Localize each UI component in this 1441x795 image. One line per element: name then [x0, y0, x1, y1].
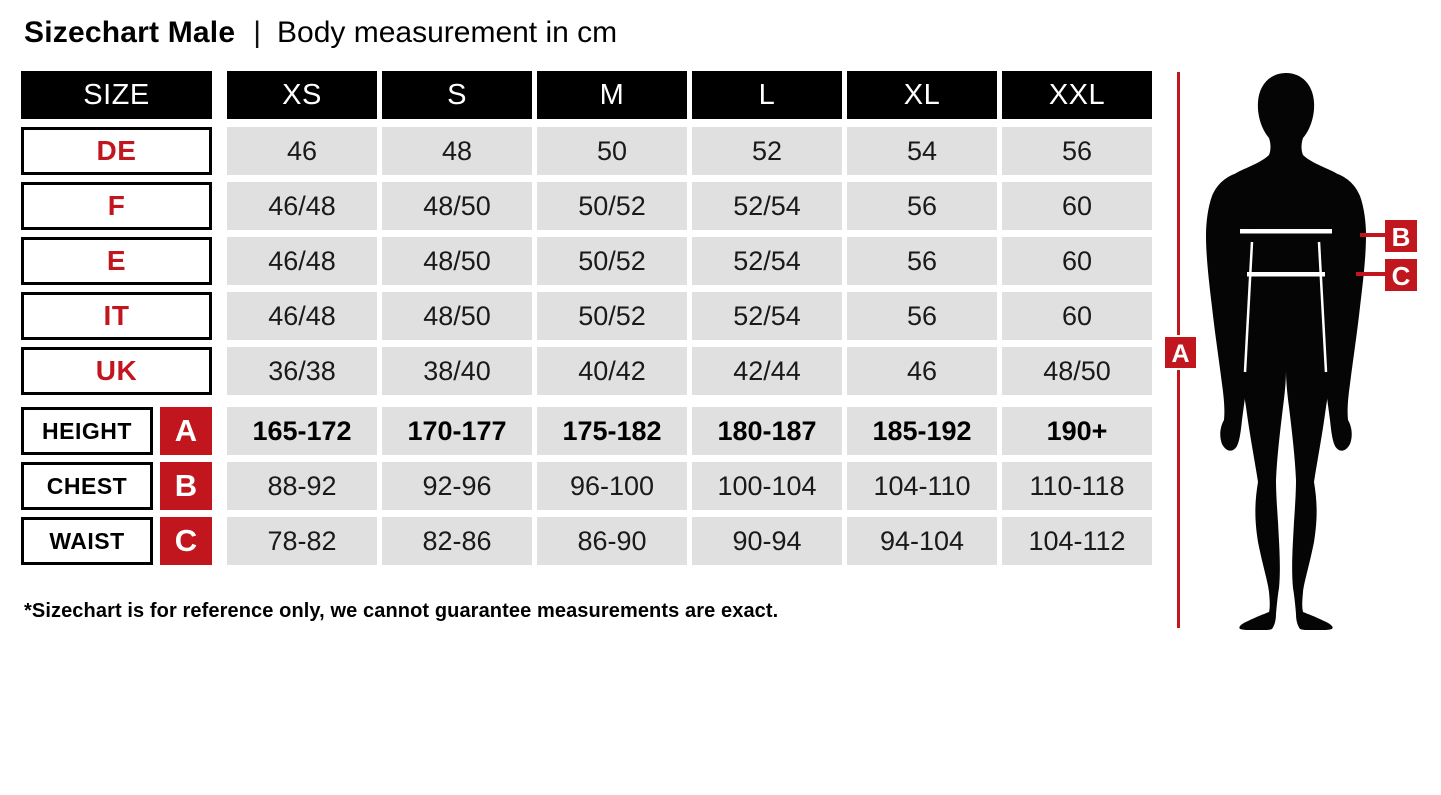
cell-it-s: 48/50 — [382, 292, 532, 340]
marker-a-figure: A — [1165, 337, 1196, 368]
cell-uk-xs: 36/38 — [227, 347, 377, 395]
page-title: Sizechart Male | Body measurement in cm — [24, 16, 617, 50]
svg-text:A: A — [1171, 340, 1189, 368]
row-label-waist: WAIST — [21, 517, 153, 565]
table-row-waist: WAIST C 78-82 82-86 86-90 90-94 94-104 1… — [21, 517, 1152, 565]
cell-e-l: 52/54 — [692, 237, 842, 285]
cell-height-l: 180-187 — [692, 407, 842, 455]
cell-waist-xxl: 104-112 — [1002, 517, 1152, 565]
svg-text:C: C — [1392, 261, 1411, 291]
male-silhouette — [1231, 73, 1341, 630]
cell-height-xs: 165-172 — [227, 407, 377, 455]
header-col-m: M — [537, 71, 687, 119]
marker-a-badge: A — [160, 407, 212, 455]
waist-line — [1247, 272, 1325, 277]
cell-it-xxl: 60 — [1002, 292, 1152, 340]
cell-uk-m: 40/42 — [537, 347, 687, 395]
table-row-chest: CHEST B 88-92 92-96 96-100 100-104 104-1… — [21, 462, 1152, 510]
male-silhouette-figure: A B C — [1165, 72, 1417, 630]
marker-b-figure: B — [1360, 220, 1417, 252]
title-subtitle: Body measurement in cm — [277, 16, 618, 49]
cell-waist-s: 82-86 — [382, 517, 532, 565]
disclaimer-text: *Sizechart is for reference only, we can… — [24, 600, 779, 622]
cell-de-l: 52 — [692, 127, 842, 175]
svg-text:B: B — [1392, 222, 1411, 252]
table-row-height: HEIGHT A 165-172 170-177 175-182 180-187… — [21, 407, 1152, 455]
cell-de-s: 48 — [382, 127, 532, 175]
marker-b-badge: B — [160, 462, 212, 510]
header-col-l: L — [692, 71, 842, 119]
cell-it-l: 52/54 — [692, 292, 842, 340]
sizechart-table: SIZE XS S M L XL XXL DE 46 48 50 52 54 5… — [21, 71, 1152, 572]
cell-chest-m: 96-100 — [537, 462, 687, 510]
row-label-de: DE — [21, 127, 212, 175]
cell-e-m: 50/52 — [537, 237, 687, 285]
cell-it-xl: 56 — [847, 292, 997, 340]
cell-de-xs: 46 — [227, 127, 377, 175]
cell-height-xxl: 190+ — [1002, 407, 1152, 455]
cell-f-s: 48/50 — [382, 182, 532, 230]
header-col-xs: XS — [227, 71, 377, 119]
cell-chest-xs: 88-92 — [227, 462, 377, 510]
cell-uk-s: 38/40 — [382, 347, 532, 395]
cell-waist-xl: 94-104 — [847, 517, 997, 565]
cell-it-m: 50/52 — [537, 292, 687, 340]
title-main: Sizechart Male — [24, 16, 236, 49]
header-size-label: SIZE — [21, 71, 212, 119]
cell-f-xxl: 60 — [1002, 182, 1152, 230]
title-separator: | — [253, 16, 262, 49]
cell-de-m: 50 — [537, 127, 687, 175]
cell-f-l: 52/54 — [692, 182, 842, 230]
cell-chest-l: 100-104 — [692, 462, 842, 510]
cell-chest-s: 92-96 — [382, 462, 532, 510]
right-arm-silhouette — [1317, 172, 1366, 451]
cell-height-m: 175-182 — [537, 407, 687, 455]
cell-e-xl: 56 — [847, 237, 997, 285]
table-row-de: DE 46 48 50 52 54 56 — [21, 127, 1152, 175]
cell-chest-xl: 104-110 — [847, 462, 997, 510]
cell-uk-l: 42/44 — [692, 347, 842, 395]
table-row-f: F 46/48 48/50 50/52 52/54 56 60 — [21, 182, 1152, 230]
left-arm-silhouette — [1206, 172, 1255, 451]
cell-e-s: 48/50 — [382, 237, 532, 285]
row-label-uk: UK — [21, 347, 212, 395]
cell-height-s: 170-177 — [382, 407, 532, 455]
arm-gap-right — [1317, 241, 1328, 373]
marker-c-figure: C — [1356, 259, 1417, 291]
table-row-e: E 46/48 48/50 50/52 52/54 56 60 — [21, 237, 1152, 285]
height-line — [1177, 72, 1180, 628]
cell-chest-xxl: 110-118 — [1002, 462, 1152, 510]
cell-waist-l: 90-94 — [692, 517, 842, 565]
chest-line — [1240, 229, 1332, 234]
header-col-xl: XL — [847, 71, 997, 119]
header-col-s: S — [382, 71, 532, 119]
cell-de-xl: 54 — [847, 127, 997, 175]
table-row-uk: UK 36/38 38/40 40/42 42/44 46 48/50 — [21, 347, 1152, 395]
cell-f-xs: 46/48 — [227, 182, 377, 230]
row-label-height: HEIGHT — [21, 407, 153, 455]
row-label-it: IT — [21, 292, 212, 340]
cell-de-xxl: 56 — [1002, 127, 1152, 175]
body-measurement-diagram: A B C — [1150, 72, 1441, 630]
cell-f-m: 50/52 — [537, 182, 687, 230]
cell-uk-xxl: 48/50 — [1002, 347, 1152, 395]
cell-height-xl: 185-192 — [847, 407, 997, 455]
row-label-e: E — [21, 237, 212, 285]
table-row-it: IT 46/48 48/50 50/52 52/54 56 60 — [21, 292, 1152, 340]
marker-c-badge: C — [160, 517, 212, 565]
cell-e-xxl: 60 — [1002, 237, 1152, 285]
table-header-row: SIZE XS S M L XL XXL — [21, 71, 1152, 119]
cell-it-xs: 46/48 — [227, 292, 377, 340]
cell-waist-m: 86-90 — [537, 517, 687, 565]
cell-waist-xs: 78-82 — [227, 517, 377, 565]
arm-gap-left — [1243, 241, 1254, 373]
header-col-xxl: XXL — [1002, 71, 1152, 119]
cell-uk-xl: 46 — [847, 347, 997, 395]
cell-f-xl: 56 — [847, 182, 997, 230]
cell-e-xs: 46/48 — [227, 237, 377, 285]
row-label-chest: CHEST — [21, 462, 153, 510]
row-label-f: F — [21, 182, 212, 230]
